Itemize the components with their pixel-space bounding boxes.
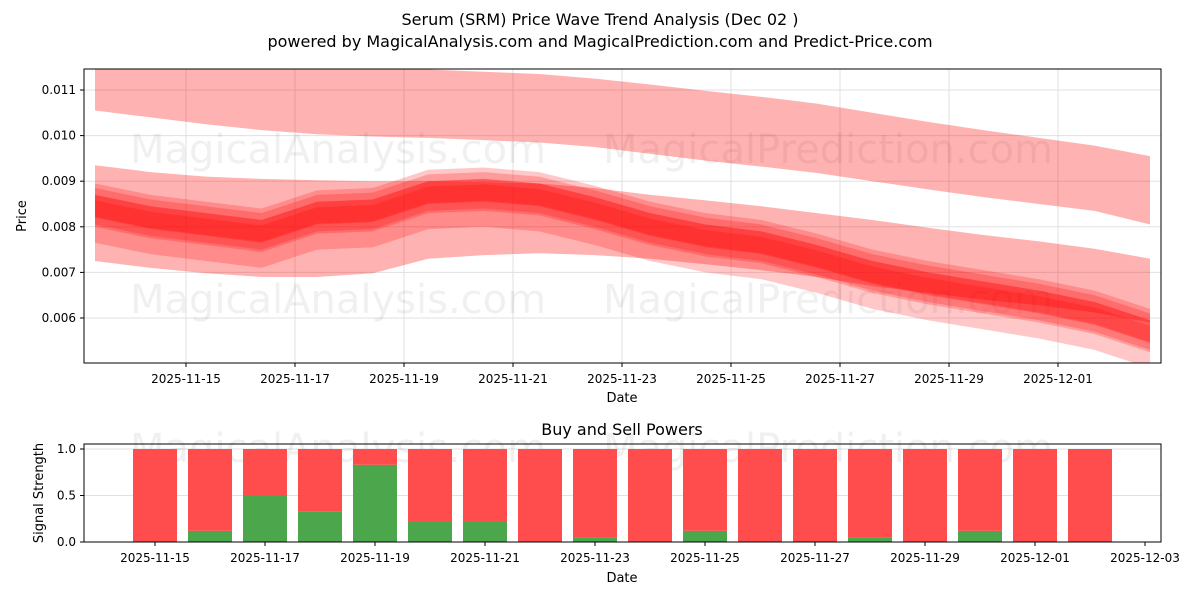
y-tick-label: 0.0: [57, 535, 76, 549]
y-tick-label: 0.011: [42, 83, 76, 97]
x-tick-label: 2025-11-27: [805, 372, 875, 386]
y-tick-label: 0.007: [42, 265, 76, 279]
x-tick-label: 2025-11-15: [151, 372, 221, 386]
price-band: [95, 178, 1150, 344]
price-axis-ticks: 0.006 0.007 0.008 0.009 0.010 0.011 2025-11-15…: [42, 83, 1093, 386]
sell-bar: [628, 449, 672, 542]
buy-bar: [463, 521, 507, 542]
x-tick-label: 2025-11-29: [890, 551, 960, 565]
x-tick-label: 2025-11-23: [560, 551, 630, 565]
sell-bar: [463, 449, 507, 522]
price-band: [95, 184, 1150, 343]
price-wave-bands: [95, 69, 1150, 363]
x-tick-label: 2025-12-01: [1023, 372, 1093, 386]
sell-bar: [848, 449, 892, 538]
buy-sell-bars: [133, 449, 1112, 542]
x-tick-label: 2025-11-17: [230, 551, 300, 565]
buy-bar: [188, 530, 232, 542]
sell-bar: [518, 449, 562, 542]
x-tick-label: 2025-11-23: [587, 372, 657, 386]
x-tick-label: 2025-11-29: [914, 372, 984, 386]
x-tick-label: 2025-11-27: [780, 551, 850, 565]
buy-bar: [243, 495, 287, 542]
watermark: MagicalAnalysis.com: [130, 277, 546, 323]
watermark: MagicalPrediction.com: [603, 127, 1053, 173]
price-band: [95, 178, 1150, 353]
buy-bar: [573, 537, 617, 542]
sell-bar: [408, 449, 452, 522]
watermark: MagicalPrediction.com: [603, 277, 1053, 323]
price-band: [95, 167, 1150, 350]
price-band: [95, 165, 1150, 323]
y-tick-label: 0.008: [42, 220, 76, 234]
sell-bar: [793, 449, 837, 542]
price-y-axis-label: Price: [15, 200, 30, 232]
sell-bar: [958, 449, 1002, 531]
x-tick-label: 2025-11-19: [340, 551, 410, 565]
sell-bar: [1013, 449, 1057, 542]
sell-bar: [133, 449, 177, 542]
price-band: [95, 69, 1150, 225]
chart-subtitle: powered by MagicalAnalysis.com and Magic…: [267, 32, 933, 51]
sell-bar: [738, 449, 782, 542]
signal-y-axis-label: Signal Strength: [32, 443, 47, 543]
price-grid: [84, 69, 1161, 363]
y-tick-label: 1.0: [57, 442, 76, 456]
y-tick-label: 0.006: [42, 311, 76, 325]
y-tick-label: 0.009: [42, 174, 76, 188]
signal-x-axis-label: Date: [606, 571, 637, 586]
x-tick-label: 2025-11-21: [450, 551, 520, 565]
y-tick-label: 0.5: [57, 489, 76, 503]
buy-bar: [408, 521, 452, 542]
x-tick-label: 2025-11-25: [696, 372, 766, 386]
watermark-layer-top: MagicalAnalysis.com MagicalPrediction.co…: [130, 127, 1053, 323]
signal-plot-frame: [83, 443, 1162, 543]
chart-title: Serum (SRM) Price Wave Trend Analysis (D…: [401, 10, 799, 29]
y-tick-label: 0.010: [42, 129, 76, 143]
x-tick-label: 2025-11-21: [478, 372, 548, 386]
x-tick-label: 2025-12-01: [1000, 551, 1070, 565]
buy-bar: [353, 464, 397, 542]
price-x-axis-label: Date: [606, 391, 637, 406]
buy-bar: [683, 530, 727, 542]
sell-bar: [298, 449, 342, 512]
watermark: MagicalAnalysis.com: [130, 127, 546, 173]
signal-axis-ticks: 0.0 0.5 1.0 2025-11-15 2025-11-17 2025-11-19 2…: [57, 442, 1180, 565]
sell-bar: [1068, 449, 1112, 542]
price-band: [95, 172, 1150, 363]
sell-bar: [188, 449, 232, 531]
x-tick-label: 2025-11-19: [369, 372, 439, 386]
buy-bar: [848, 537, 892, 542]
buy-sell-title: Buy and Sell Powers: [541, 420, 703, 439]
buy-bar: [958, 530, 1002, 542]
sell-bar: [243, 449, 287, 496]
sell-bar: [353, 449, 397, 465]
sell-bar: [683, 449, 727, 531]
x-tick-label: 2025-11-17: [260, 372, 330, 386]
x-tick-label: 2025-11-15: [120, 551, 190, 565]
x-tick-label: 2025-11-25: [670, 551, 740, 565]
x-tick-label: 2025-12-03: [1110, 551, 1180, 565]
buy-bar: [298, 511, 342, 542]
sell-bar: [903, 449, 947, 542]
sell-bar: [573, 449, 617, 538]
